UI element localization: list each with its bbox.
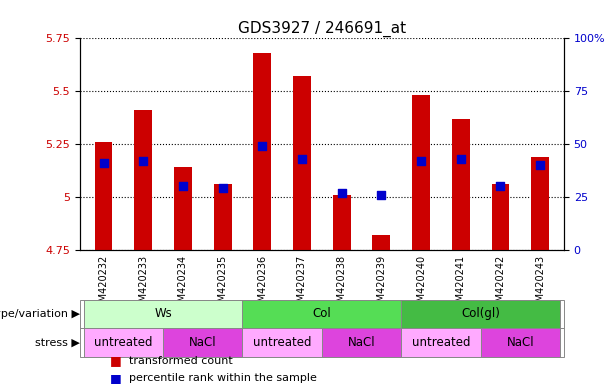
Point bbox=[178, 183, 188, 189]
Bar bbox=[214, 184, 232, 250]
Bar bbox=[412, 95, 430, 250]
Text: Col(gl): Col(gl) bbox=[461, 308, 500, 320]
Point bbox=[297, 156, 307, 162]
Bar bbox=[322, 328, 402, 357]
Text: ■: ■ bbox=[110, 372, 122, 384]
Bar bbox=[83, 328, 163, 357]
Point bbox=[99, 160, 109, 166]
Bar bbox=[253, 53, 271, 250]
Text: Col: Col bbox=[313, 308, 331, 320]
Bar bbox=[83, 300, 242, 328]
Bar bbox=[242, 328, 322, 357]
Text: untreated: untreated bbox=[94, 336, 153, 349]
Point bbox=[456, 156, 466, 162]
Bar bbox=[481, 328, 560, 357]
Text: untreated: untreated bbox=[412, 336, 470, 349]
Text: NaCl: NaCl bbox=[189, 336, 216, 349]
Bar bbox=[242, 300, 402, 328]
Text: genotype/variation ▶: genotype/variation ▶ bbox=[0, 309, 80, 319]
Point bbox=[139, 158, 148, 164]
Point bbox=[218, 185, 227, 191]
Text: percentile rank within the sample: percentile rank within the sample bbox=[129, 373, 316, 383]
Point bbox=[416, 158, 426, 164]
Bar bbox=[531, 157, 549, 250]
Point bbox=[495, 183, 505, 189]
Bar bbox=[293, 76, 311, 250]
Text: Ws: Ws bbox=[154, 308, 172, 320]
Bar bbox=[373, 235, 390, 250]
Bar bbox=[402, 328, 481, 357]
Bar bbox=[452, 119, 470, 250]
Bar bbox=[163, 328, 242, 357]
Text: ■: ■ bbox=[110, 354, 122, 367]
Point bbox=[376, 192, 386, 198]
Bar bbox=[94, 142, 112, 250]
Bar bbox=[134, 110, 152, 250]
Text: stress ▶: stress ▶ bbox=[35, 338, 80, 348]
Bar bbox=[333, 195, 351, 250]
Text: transformed count: transformed count bbox=[129, 356, 232, 366]
Bar bbox=[402, 300, 560, 328]
Text: NaCl: NaCl bbox=[348, 336, 375, 349]
Text: NaCl: NaCl bbox=[506, 336, 534, 349]
Point bbox=[535, 162, 545, 168]
Point bbox=[257, 143, 267, 149]
Text: untreated: untreated bbox=[253, 336, 311, 349]
Title: GDS3927 / 246691_at: GDS3927 / 246691_at bbox=[238, 21, 406, 37]
Point bbox=[337, 190, 346, 196]
Bar bbox=[492, 184, 509, 250]
Bar bbox=[174, 167, 192, 250]
